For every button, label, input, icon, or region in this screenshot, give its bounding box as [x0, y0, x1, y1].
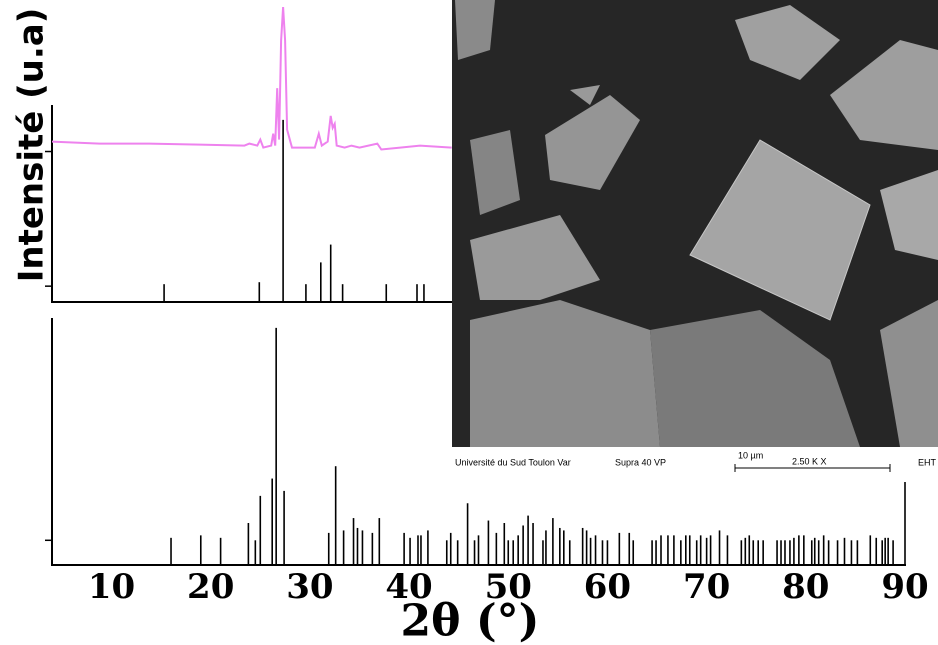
xrd-pattern	[52, 7, 452, 150]
figure: Intensité (u.a)1020304050607080902θ (°) …	[0, 0, 938, 645]
sem-image: Université du Sud Toulon Var Supra 40 VP…	[452, 0, 938, 482]
caption-instrument: Supra 40 VP	[615, 457, 666, 467]
caption-magnification: 2.50 K X	[792, 456, 827, 466]
x-tick-label: 60	[584, 567, 631, 607]
caption-institution: Université du Sud Toulon Var	[455, 457, 571, 467]
y-axis-label: Intensité (u.a)	[12, 8, 52, 283]
caption-scale: 10 µm	[738, 450, 763, 460]
x-tick-label: 10	[88, 567, 135, 607]
x-tick-label: 90	[881, 567, 928, 607]
x-tick-label: 20	[187, 567, 234, 607]
caption-detector: EHT	[918, 457, 937, 467]
x-axis-label: 2θ (°)	[401, 596, 540, 645]
x-tick-label: 80	[782, 567, 829, 607]
x-tick-label: 30	[286, 567, 333, 607]
x-tick-label: 70	[683, 567, 730, 607]
